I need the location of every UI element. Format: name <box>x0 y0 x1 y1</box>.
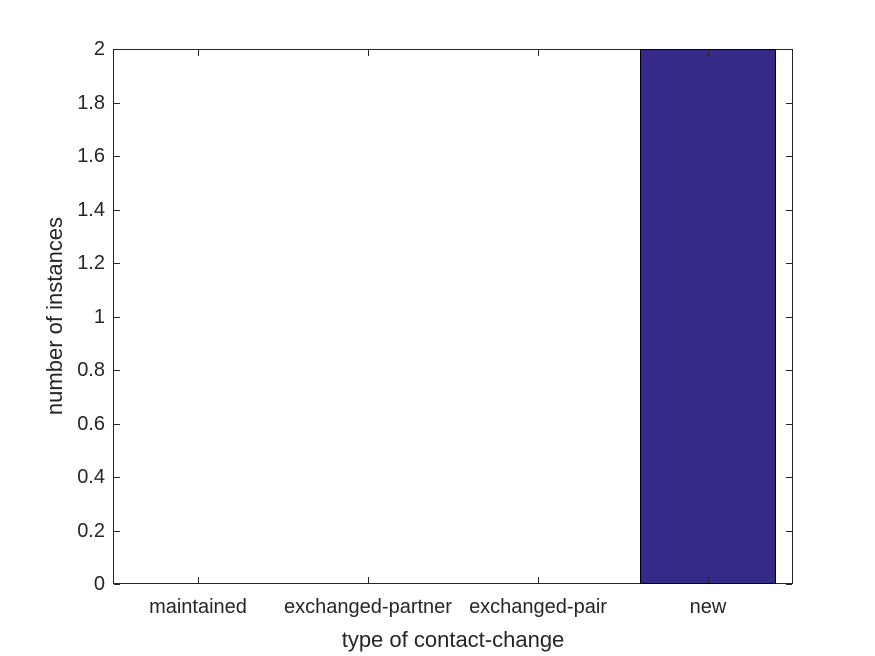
y-tick-mark-right <box>786 370 792 371</box>
y-tick-label: 0.4 <box>77 466 105 488</box>
x-tick-mark-top <box>538 50 539 56</box>
bar-new <box>640 49 776 584</box>
x-tick-mark-top <box>198 50 199 56</box>
y-tick-mark-left <box>114 370 120 371</box>
x-axis-label: type of contact-change <box>341 627 565 652</box>
y-tick-mark-left <box>114 423 120 425</box>
y-tick-mark-left <box>114 316 120 318</box>
y-tick-mark-right <box>786 477 792 478</box>
y-tick-label: 1.6 <box>77 145 105 167</box>
y-tick-mark-right <box>786 530 792 532</box>
y-tick-mark-left <box>114 530 120 532</box>
y-tick-mark-left <box>114 156 120 157</box>
y-tick-mark-right <box>786 423 792 425</box>
y-tick-label: 0 <box>93 573 105 595</box>
x-tick-label: exchanged-partner <box>284 596 452 618</box>
x-tick-mark-bottom <box>538 577 539 583</box>
x-tick-mark-top <box>368 50 369 56</box>
y-tick-mark-right <box>786 156 792 157</box>
x-tick-mark-top <box>708 50 709 56</box>
x-tick-label: exchanged-pair <box>469 596 607 618</box>
y-tick-mark-left <box>114 49 120 50</box>
x-tick-label: new <box>689 596 727 618</box>
y-tick-label: 0.6 <box>77 412 105 435</box>
x-tick-mark-bottom <box>708 577 709 583</box>
y-tick-label: 1.2 <box>77 252 105 274</box>
x-tick-mark-bottom <box>368 577 369 583</box>
y-tick-mark-right <box>786 316 792 318</box>
y-tick-mark-left <box>114 209 120 211</box>
y-tick-label: 2 <box>93 38 105 60</box>
y-tick-label: 1 <box>93 305 105 328</box>
y-tick-mark-left <box>114 263 120 264</box>
y-tick-label: 1.8 <box>77 91 105 114</box>
y-tick-mark-right <box>786 584 792 585</box>
y-tick-label: 0.2 <box>77 519 105 542</box>
y-tick-mark-right <box>786 102 792 104</box>
y-tick-mark-right <box>786 49 792 50</box>
y-tick-label: 0.8 <box>77 359 105 381</box>
x-tick-label: maintained <box>149 596 247 618</box>
y-tick-mark-left <box>114 102 120 104</box>
y-tick-mark-right <box>786 263 792 264</box>
x-tick-mark-bottom <box>198 577 199 583</box>
y-tick-mark-left <box>114 477 120 478</box>
y-tick-label: 1.4 <box>77 198 105 221</box>
y-tick-mark-right <box>786 209 792 211</box>
y-tick-mark-left <box>114 584 120 585</box>
